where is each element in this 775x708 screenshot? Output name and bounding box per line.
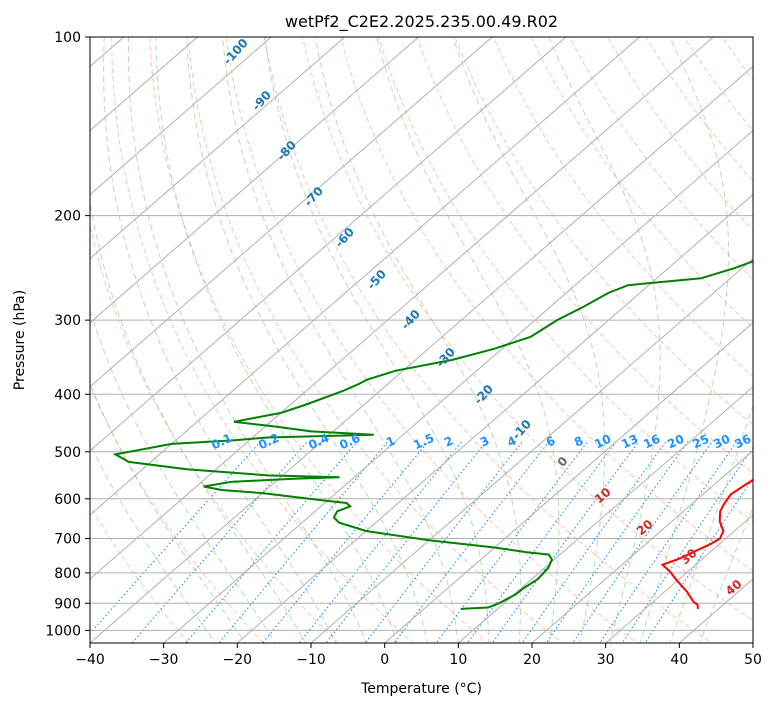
isotherm-line (90, 37, 346, 260)
profiles (112, 260, 753, 610)
y-tick-label: 300 (54, 313, 81, 329)
dry-adiabat (301, 37, 753, 622)
dry-adiabat (340, 37, 753, 572)
dry-adiabat (263, 37, 713, 643)
mixing-ratio-line (466, 440, 617, 643)
isotherm-line (236, 193, 753, 643)
mixing-ratio-line (131, 440, 308, 643)
mixing-ratio-line (325, 440, 488, 643)
y-tick-label: 200 (54, 209, 81, 225)
dry-adiabat (90, 223, 339, 643)
mixing-ratio-line (521, 440, 667, 643)
isotherm-line (90, 65, 753, 643)
mixing-ratio-label: 30 (711, 432, 732, 452)
dry-adiabat (149, 37, 489, 643)
moist-adiabat (376, 37, 560, 643)
y-tick-label: 500 (54, 445, 81, 461)
mixing-ratio-line (364, 440, 524, 643)
x-tick-label: 50 (744, 652, 762, 668)
mixing-ratio-label: 16 (641, 432, 662, 452)
x-tick-label: 40 (670, 652, 688, 668)
isotherm-line (90, 37, 272, 196)
mixing-ratio-line (621, 446, 753, 643)
isotherm-line (457, 386, 753, 643)
moist-adiabat (90, 443, 216, 643)
mixing-ratio-label: 36 (732, 432, 753, 452)
mixing-ratio-line (599, 440, 738, 643)
dry-adiabat (416, 37, 753, 474)
y-axis: 100 200 300 400 500 600 700 800 900 1000 (45, 30, 90, 639)
moist-adiabat (452, 37, 606, 643)
dry-adiabat (225, 37, 638, 643)
y-tick-label: 800 (54, 566, 81, 582)
moist-adiabat (264, 37, 490, 643)
y-tick-label: 900 (54, 596, 81, 612)
dry-adiabat (90, 384, 265, 643)
x-tick-label: 0 (380, 652, 389, 668)
mixing-ratio-label: 25 (690, 432, 711, 452)
dry-adiabat (187, 37, 564, 643)
moist-adiabat (90, 382, 246, 643)
isotherm-line (162, 129, 753, 643)
isotherm-line (90, 37, 714, 580)
y-tick-label: 700 (54, 532, 81, 548)
plot-frame (89, 36, 754, 644)
mixing-ratio-line (262, 440, 429, 643)
chart-title: wetPf2_C2E2.2025.235.00.49.R02 (285, 12, 558, 32)
mixing-ratio-line (298, 440, 463, 643)
dry-adiabat (492, 37, 753, 377)
isotherm-line (90, 37, 567, 452)
y-tick-label: 1000 (45, 623, 81, 639)
dewpoint-line (112, 260, 753, 610)
mixing-ratio-label: 13 (619, 432, 640, 452)
x-axis-label: Temperature (°C) (360, 681, 482, 697)
moist-adiabat (699, 506, 753, 643)
isotherm-line (90, 37, 641, 516)
y-tick-label: 100 (54, 30, 81, 46)
mixing-ratio-label: 20 (665, 432, 686, 452)
mixing-ratio-line (218, 440, 389, 643)
x-tick-label: 30 (597, 652, 615, 668)
grid (90, 37, 753, 643)
isotherm-line (90, 37, 493, 388)
isotherm-line (604, 514, 753, 643)
plot-area (90, 37, 753, 643)
dry-adiabat (378, 37, 753, 523)
mixing-ratio-line (435, 440, 589, 643)
isotherm-line (531, 450, 753, 643)
moist-adiabat (90, 308, 276, 643)
isotherm-line (90, 37, 199, 132)
x-tick-label: 10 (449, 652, 467, 668)
x-tick-label: −30 (149, 652, 179, 668)
mixing-ratio-line (644, 477, 753, 643)
isotherm-line (310, 257, 753, 643)
mixing-ratio-line (491, 440, 640, 643)
y-tick-label: 400 (54, 387, 81, 403)
mixing-ratio-line (185, 440, 358, 643)
x-tick-label: 20 (523, 652, 541, 668)
x-tick-label: −10 (296, 652, 326, 668)
y-axis-label: Pressure (hPa) (12, 290, 28, 390)
mixing-ratio-label: 10 (592, 432, 613, 452)
dry-adiabat (111, 37, 414, 643)
isotherm-line (90, 37, 420, 324)
moist-adiabat (314, 37, 522, 643)
x-tick-label: −20 (223, 652, 253, 668)
x-tick-label: −40 (75, 652, 105, 668)
x-axis: −40 −30 −20 −10 0 10 20 30 40 50 (75, 643, 762, 668)
temperature-line (660, 478, 753, 609)
y-tick-label: 600 (54, 492, 81, 508)
